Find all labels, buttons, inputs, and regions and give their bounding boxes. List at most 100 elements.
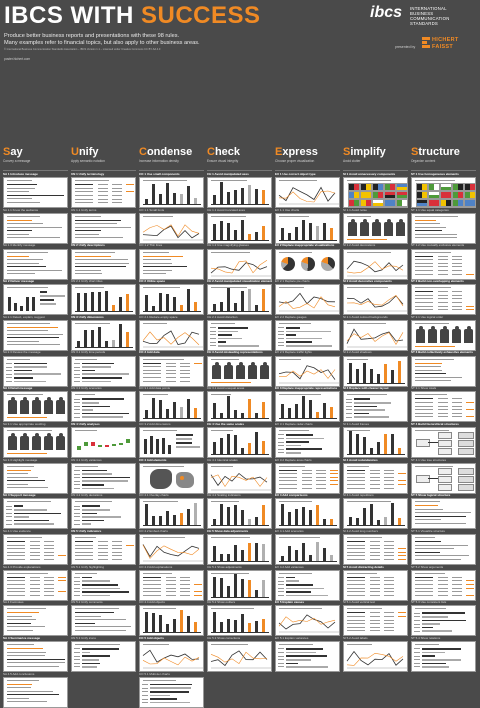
rule-card[interactable]: SI 5.2 Avoid labels [343,637,408,673]
rule-card[interactable]: EX 3 Replace inappropriate representatio… [275,387,340,423]
rule-card[interactable]: CO 5.1 Multi-tier charts [139,673,204,708]
rule-card[interactable]: SA 3.1 Use appropriate wording [3,423,68,458]
rule-card[interactable]: CH 5.3 Show corrections [207,637,272,673]
rule-card[interactable]: UN 1.1 Unify terms [71,209,136,244]
rule-card[interactable]: SA 1.3 Identify message [3,244,68,280]
rule-card[interactable]: UN 4.2 Unify deviations [71,494,136,530]
rule-card[interactable]: CO 3 Add data [139,351,204,387]
rule-card[interactable]: CO 3.1 Add data points [139,387,204,423]
rule-card[interactable]: CO 4.1 Overlay charts [139,494,204,530]
rule-card[interactable]: SI 3 Replace with cleaner layout [343,387,408,423]
rule-card[interactable]: ST 3 Build collectively exhaustive eleme… [411,351,476,387]
poster-url[interactable]: poster.hichert.com [4,57,31,61]
rule-card[interactable]: SI 1.1 Avoid noise [343,209,408,244]
rule-card[interactable]: SA 2.1 Detect, explain, suggest [3,316,68,351]
rule-card[interactable]: CO 4.3 Add explanations [139,566,204,601]
rule-card[interactable]: ST 5.4 Show relations [411,637,476,673]
rule-card[interactable]: SI 4.2 Avoid long numbers [343,530,408,566]
rule-card[interactable]: CH 4 Use the same scales [207,423,272,458]
rule-card[interactable]: CO 1.2 Thin lines [139,244,204,280]
rule-card[interactable]: CH 3 Avoid misleading representations [207,351,272,387]
rule-card[interactable]: SI 2.2 Avoid shadows [343,351,408,387]
rule-card[interactable]: SI 2 Avoid decorative components [343,280,408,316]
rule-card[interactable]: ST 2.1 Use logical order [411,316,476,351]
rule-card[interactable]: SA 3 Detail message [3,387,68,423]
rule-card[interactable]: UN 5.3 Unify icons [71,637,136,673]
rule-card[interactable]: ST 1.2 Use mutually exclusive elements [411,244,476,280]
rule-card[interactable]: SI 5.1 Avoid vertical text [343,601,408,637]
rule-card[interactable]: SI 1.2 Avoid decorations [343,244,408,280]
rule-card[interactable]: SA 4 Footnotes [3,601,68,637]
rule-card[interactable]: EX 2.2 Replace gauges [275,316,340,351]
rule-card[interactable]: CO 5 Add objects [139,637,204,673]
rule-card[interactable]: SA 2.3 Review the message [3,351,68,387]
rule-card[interactable]: SA 4.5 Add conclusions [3,673,68,708]
rule-card[interactable]: ST 3.1 Show totals [411,387,476,423]
rule-card[interactable]: ST 5.2 Show arguments [411,566,476,601]
rule-card[interactable]: ST 4.1 Use tree structures [411,459,476,494]
rule-card[interactable]: CO 2 Utilize space [139,280,204,316]
rule-card[interactable]: CH 2.1 Avoid distortion [207,316,272,351]
rule-card[interactable]: EX 2 Replace inappropriate visualization… [275,244,340,280]
rule-card[interactable]: EX 4.1 Add scenarios [275,530,340,566]
rule-card[interactable]: EX 5 Explain causes [275,601,340,637]
rule-card[interactable]: SI 2.1 Avoid colored backgrounds [343,316,408,351]
rule-card[interactable]: SI 4.1 Avoid repetitions [343,494,408,530]
rule-card[interactable]: UN 4 Unify analyses [71,423,136,458]
rule-card[interactable]: CH 1 Avoid manipulated axes [207,173,272,209]
rule-card[interactable]: UN 2 Unify descriptions [71,244,136,280]
rule-card[interactable]: ST 5 Show logical structure [411,494,476,530]
rule-card[interactable]: CO 4 Add elements [139,459,204,494]
rule-card[interactable]: ST 5.1 Visualize structure [411,530,476,566]
rule-card[interactable]: SA 4 Summarize message [3,637,68,673]
rule-card[interactable]: UN 5.2 Unify comments [71,601,136,637]
rule-card[interactable]: CO 1.1 Small fonts [139,209,204,244]
rule-card[interactable]: SA 3.3 Highlight message [3,459,68,494]
rule-card[interactable]: ST 1.1 Use equal categories [411,209,476,244]
rule-card[interactable]: CH 2 Avoid manipulated visualization ele… [207,280,272,316]
rule-card[interactable]: CO 3.2 Add dimensions [139,423,204,458]
rule-card[interactable]: UN 4.1 Unify variances [71,459,136,494]
rule-card[interactable]: CH 3.1 Avoid unequal areas [207,387,272,423]
rule-card[interactable]: EX 2.3 Replace traffic lights [275,351,340,387]
rule-card[interactable]: SA 4.1 Use evidence [3,530,68,566]
rule-card[interactable]: UN 3.3 Unify scenarios [71,387,136,423]
rule-card[interactable]: ST 1 Use homogeneous elements [411,173,476,209]
rule-card[interactable]: CH 5 Show data adjustments [207,530,272,566]
rule-card[interactable]: SI 5 Avoid distracting details [343,566,408,601]
rule-card[interactable]: CH 1.2 Use magnifying glasses [207,244,272,280]
rule-card[interactable]: SA 2 Deliver message [3,280,68,316]
rule-card[interactable]: CO 4.4 Add objects [139,601,204,637]
rule-card[interactable]: SI 1 Avoid unnecessary components [343,173,408,209]
rule-card[interactable]: CH 4.1 Identical scales [207,459,272,494]
rule-card[interactable]: UN 5.1 Unify highlighting [71,566,136,601]
rule-card[interactable]: UN 2.1 Unify chart titles [71,280,136,316]
rule-card[interactable]: CO 1 Use small components [139,173,204,209]
rule-card[interactable]: UN 5 Unify indicators [71,530,136,566]
rule-card[interactable]: SA 1.1 Know the audience [3,209,68,244]
rule-card[interactable]: ST 4 Build hierarchical structures [411,423,476,458]
rule-card[interactable]: SI 3.1 Avoid frames [343,423,408,458]
rule-card[interactable]: SI 4 Avoid redundancies [343,459,408,494]
rule-card[interactable]: CH 5.1 Show adjustments [207,566,272,601]
rule-card[interactable]: EX 3.2 Replace area charts [275,459,340,494]
rule-card[interactable]: UN 1 Unify terminology [71,173,136,209]
rule-card[interactable]: EX 3.1 Replace radar charts [275,423,340,458]
rule-card[interactable]: SA 4 Support message [3,494,68,530]
rule-card[interactable]: EX 1 Use correct object type [275,173,340,209]
rule-card[interactable]: CO 2.1 Reduce empty space [139,316,204,351]
rule-card[interactable]: EX 4.2 Add variances [275,566,340,601]
rule-card[interactable]: EX 2.1 Replace pie charts [275,280,340,316]
rule-card[interactable]: ST 5.3 Use consistent lists [411,601,476,637]
rule-card[interactable]: CH 4.2 Scaling indicators [207,494,272,530]
rule-card[interactable]: SA 4.3 Provide explanations [3,566,68,601]
rule-card[interactable]: EX 4 Add comparisons [275,494,340,530]
rule-card[interactable]: CO 4.2 Embed charts [139,530,204,566]
rule-card[interactable]: EX 1.1 Use charts [275,209,340,244]
rule-card[interactable]: SA 1 Introduce message [3,173,68,209]
rule-card[interactable]: UN 3.1 Unify time periods [71,351,136,387]
rule-card[interactable]: UN 3 Unify dimensions [71,316,136,351]
rule-card[interactable]: EX 5.1 Explain variances [275,637,340,673]
rule-card[interactable]: ST 2 Build non-overlapping elements [411,280,476,316]
rule-card[interactable]: CH 1.1 Avoid truncated axes [207,209,272,244]
